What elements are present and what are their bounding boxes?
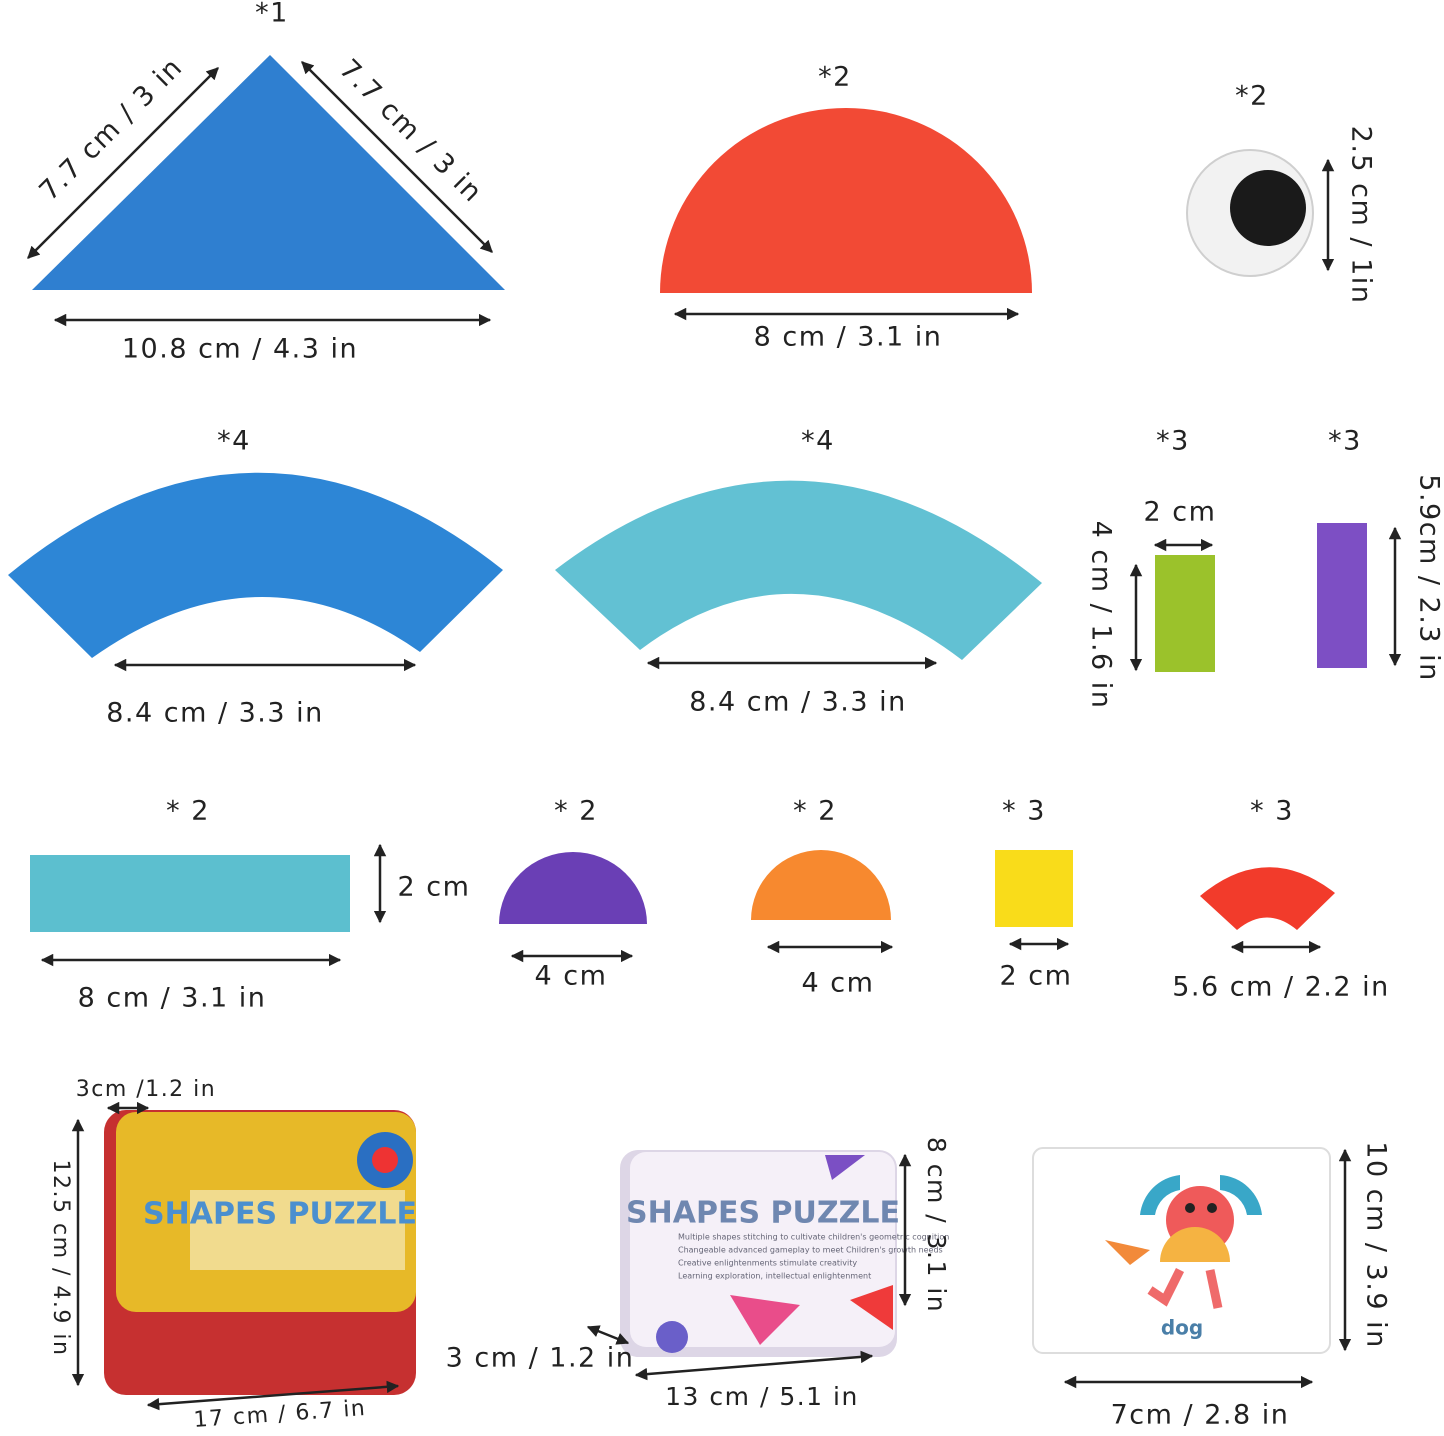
count: *4 <box>801 426 835 457</box>
square <box>995 850 1073 927</box>
count: * 3 <box>1002 796 1046 827</box>
dimension: 2 cm <box>1144 497 1217 528</box>
box-text: Multiple shapes stitching to cultivate c… <box>678 1233 949 1242</box>
dog-ear <box>1140 1175 1180 1215</box>
semicircle <box>499 852 647 924</box>
card-caption: dog <box>1161 1316 1203 1340</box>
count: *1 <box>255 0 289 29</box>
dimension: 12.5 cm / 4.9 in <box>48 1160 73 1357</box>
arc <box>1200 867 1335 930</box>
dimension: 8 cm / 3.1 in <box>754 322 943 353</box>
count: *2 <box>1235 81 1269 112</box>
count: *3 <box>1328 426 1362 457</box>
dimension: 3 cm / 1.2 in <box>446 1343 635 1374</box>
box-title: SHAPES PUZZLE <box>626 1196 900 1231</box>
count: * 2 <box>166 796 210 827</box>
arrow <box>27 67 219 259</box>
dimension: 2 cm <box>1000 961 1073 992</box>
dimension: 4 cm <box>802 968 875 999</box>
box-title: SHAPES PUZZLE <box>143 1197 417 1232</box>
dimension: 10.8 cm / 4.3 in <box>122 334 358 365</box>
dog-leg <box>1205 1269 1223 1309</box>
rectangle <box>30 855 350 932</box>
dimension: 10 cm / 3.9 in <box>1361 1141 1392 1348</box>
arc <box>555 480 1042 660</box>
decoration <box>730 1295 800 1345</box>
decoration <box>825 1155 865 1180</box>
semicircle <box>751 850 891 920</box>
count: * 2 <box>554 796 598 827</box>
dimension: 8.4 cm / 3.3 in <box>106 698 324 729</box>
dimension: 7cm / 2.8 in <box>1111 1400 1290 1431</box>
dimension: 2.5 cm / 1in <box>1346 126 1377 305</box>
semicircle <box>660 108 1032 293</box>
dog-eye <box>1185 1203 1195 1213</box>
count: *3 <box>1156 426 1190 457</box>
arrow <box>301 61 493 253</box>
dimension: 5.9cm / 2.3 in <box>1414 474 1444 681</box>
dimension: 5.6 cm / 2.2 in <box>1172 972 1390 1003</box>
label-panel <box>190 1190 405 1270</box>
dimension: 8 cm / 3.1 in <box>922 1137 951 1313</box>
count: * 2 <box>793 796 837 827</box>
decoration <box>656 1321 688 1353</box>
dimension: 2 cm <box>398 872 471 903</box>
dog-body <box>1160 1227 1230 1262</box>
dimension: 17 cm / 6.7 in <box>193 1396 367 1433</box>
count: *2 <box>818 62 852 93</box>
rectangle <box>1317 523 1367 668</box>
arrow <box>634 1350 874 1381</box>
dimension: 4 cm / 1.6 in <box>1086 521 1117 710</box>
dog-ear <box>1220 1175 1262 1215</box>
dog-leg <box>1147 1267 1185 1307</box>
count: *4 <box>217 426 251 457</box>
count: * 3 <box>1250 796 1294 827</box>
dimension: 3cm /1.2 in <box>76 1077 216 1102</box>
box-text: Changeable advanced gameplay to meet Chi… <box>678 1246 943 1255</box>
box-text: Learning exploration, intellectual enlig… <box>678 1272 871 1281</box>
dimension: 8 cm / 3.1 in <box>78 983 267 1014</box>
tin-lid <box>630 1152 895 1347</box>
decoration <box>850 1285 893 1330</box>
dimension: 4 cm <box>535 961 608 992</box>
pupil <box>1230 170 1306 246</box>
arrow <box>146 1380 400 1411</box>
arc <box>8 472 503 658</box>
dimension: 8.4 cm / 3.3 in <box>689 687 907 718</box>
arrow <box>586 1325 630 1345</box>
dog-eye <box>1207 1203 1217 1213</box>
decoration <box>372 1147 398 1173</box>
rectangle <box>1155 555 1215 672</box>
box-text: Creative enlightenments stimulate creati… <box>678 1259 857 1268</box>
dog-tail <box>1105 1240 1150 1265</box>
dimension: 13 cm / 5.1 in <box>665 1382 859 1411</box>
